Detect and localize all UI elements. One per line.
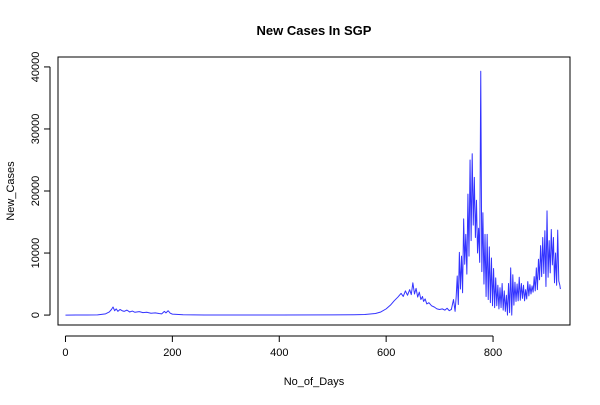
x-axis: 0 200 400 600 800 <box>62 335 502 359</box>
x-tick-label: 200 <box>163 347 181 359</box>
y-tick-label: 10000 <box>30 238 42 269</box>
y-tick-label: 20000 <box>30 176 42 207</box>
x-tick-label: 400 <box>270 347 288 359</box>
plot-frame <box>57 56 571 326</box>
series-line-0 <box>65 70 561 316</box>
y-axis: 0 10000 20000 30000 40000 <box>30 52 51 318</box>
y-axis-label: New_Cases <box>5 161 17 221</box>
x-axis-label: No_of_Days <box>284 376 345 388</box>
x-tick-label: 600 <box>377 347 395 359</box>
chart-title: New Cases In SGP <box>257 23 372 38</box>
x-tick-label: 0 <box>62 347 68 359</box>
y-tick-label: 30000 <box>30 114 42 145</box>
x-tick-label: 800 <box>484 347 502 359</box>
y-tick-label: 40000 <box>30 52 42 83</box>
series-layer <box>65 70 561 316</box>
y-tick-label: 0 <box>30 312 42 318</box>
